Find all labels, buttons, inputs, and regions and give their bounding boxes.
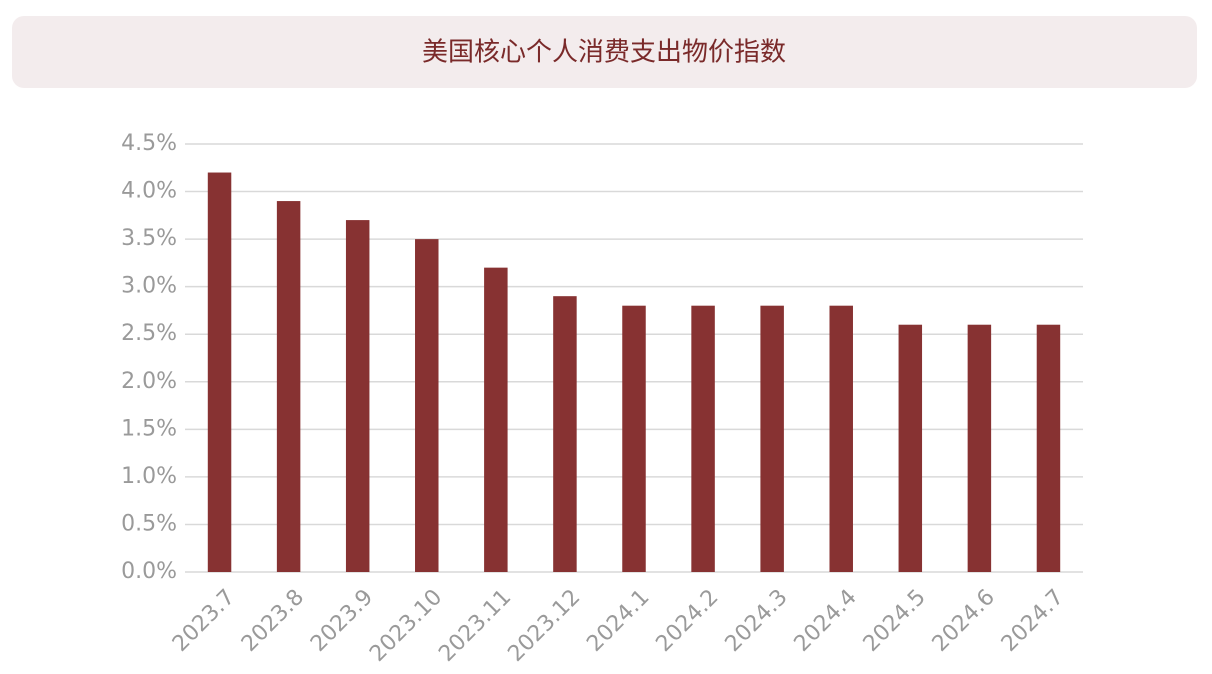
y-tick-label: 2.0% bbox=[121, 369, 177, 394]
x-tick-label: 2023.11 bbox=[434, 585, 516, 667]
x-tick-label: 2024.1 bbox=[582, 585, 654, 657]
y-tick-label: 3.5% bbox=[121, 226, 177, 251]
bar bbox=[760, 305, 784, 572]
bar bbox=[276, 201, 301, 573]
x-tick-label: 2024.6 bbox=[928, 585, 1000, 657]
bar bbox=[1036, 324, 1061, 572]
y-tick-label: 1.0% bbox=[121, 464, 177, 489]
bar bbox=[622, 305, 646, 572]
bar bbox=[553, 296, 577, 572]
x-tick-label: 2023.7 bbox=[168, 585, 240, 657]
bar bbox=[484, 267, 508, 572]
bar bbox=[207, 172, 232, 573]
y-tick-label: 1.5% bbox=[121, 416, 177, 441]
y-tick-label: 4.0% bbox=[121, 179, 177, 204]
x-tick-label: 2023.8 bbox=[237, 585, 309, 657]
y-tick-label: 2.5% bbox=[121, 321, 177, 346]
x-tick-label: 2024.2 bbox=[651, 585, 723, 657]
x-tick-label: 2024.5 bbox=[859, 585, 931, 657]
bar bbox=[415, 239, 439, 572]
bar bbox=[967, 324, 992, 572]
chart-title: 美国核心个人消费支出物价指数 bbox=[422, 38, 786, 68]
x-tick-label: 2023.12 bbox=[503, 585, 585, 667]
x-tick-label: 2024.4 bbox=[790, 585, 862, 657]
y-tick-label: 0.0% bbox=[121, 559, 177, 584]
y-tick-label: 4.5% bbox=[121, 131, 177, 156]
x-tick-label: 2023.10 bbox=[365, 585, 447, 667]
y-tick-label: 3.0% bbox=[121, 274, 177, 299]
title-banner bbox=[12, 16, 1197, 88]
x-tick-label: 2024.7 bbox=[997, 585, 1069, 657]
bar bbox=[829, 305, 853, 572]
bar bbox=[345, 220, 370, 573]
x-tick-label: 2024.3 bbox=[721, 585, 793, 657]
y-tick-label: 0.5% bbox=[121, 511, 177, 536]
bar bbox=[691, 305, 715, 572]
bar bbox=[898, 324, 923, 572]
